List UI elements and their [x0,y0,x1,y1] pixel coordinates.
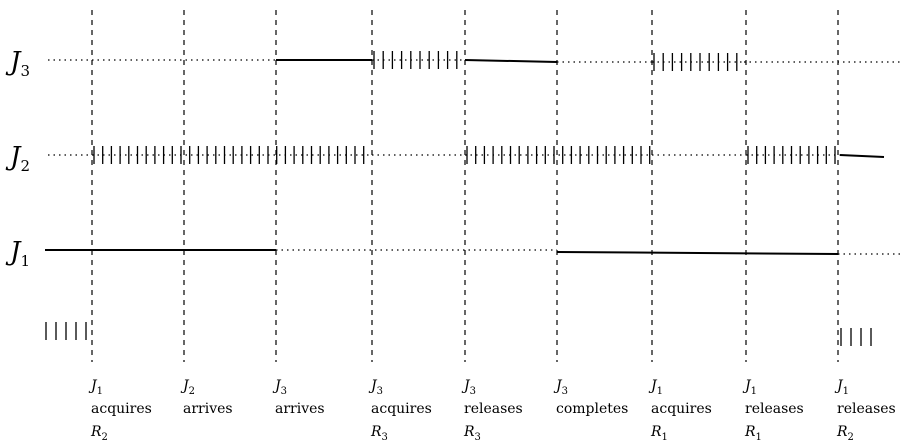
svg-text:J3: J3 [461,378,476,397]
svg-text:J1: J1 [834,378,849,397]
svg-text:R1: R1 [744,424,762,443]
svg-text:R3: R3 [370,424,388,443]
j2-executing-segment [839,154,885,158]
event-label-5: J3 releases R3 [461,378,523,443]
j2-blocked-segment [92,146,372,164]
svg-text:R1: R1 [650,424,668,443]
svg-text:R2: R2 [836,424,854,443]
job-label-1: J2 [5,142,30,175]
svg-text:arrives: arrives [275,401,325,417]
svg-text:releases: releases [837,401,896,417]
job-tracks [45,51,900,346]
svg-text:completes: completes [556,401,628,417]
svg-text:releases: releases [745,401,804,417]
j2-blocked-segment-2 [465,146,652,164]
event-time-markers [91,10,839,362]
j2-blocked-segment-3 [746,146,840,164]
svg-text:releases: releases [464,401,523,417]
event-label-7: J1 acquires R1 [648,378,712,443]
svg-text:J3: J3 [368,378,383,397]
event-label-4: J3 acquires R3 [368,378,432,443]
hatch-marks-right [840,328,872,346]
svg-text:acquires: acquires [371,401,432,417]
event-label-8: J1 releases R1 [742,378,804,443]
event-label-1: J1 acquires R2 [88,378,152,443]
event-label-2: J2 arrives [180,378,233,417]
svg-text:J3: J3 [272,378,287,397]
hatch-marks-left [45,322,87,340]
svg-text:J1: J1 [742,378,757,397]
job-label-2: J1 [5,237,30,270]
svg-text:J1: J1 [648,378,663,397]
event-label-3: J3 arrives [272,378,325,417]
event-label-9: J1 releases R2 [834,378,896,443]
j3-executing-segment-2 [464,59,558,63]
svg-text:R2: R2 [90,424,108,443]
svg-text:acquires: acquires [91,401,152,417]
j3-critical-section-r3 [372,51,465,69]
svg-text:J1: J1 [88,378,103,397]
j1-executing-segment-2 [556,251,839,255]
j3-blocked-segment [652,53,744,71]
svg-text:R3: R3 [463,424,481,443]
job-label-0: J3 [5,47,30,80]
svg-text:arrives: arrives [183,401,233,417]
svg-text:J3: J3 [553,378,568,397]
event-label-6: J3 completes [553,378,628,417]
event-labels: J1 acquires R2 J2 arrives J3 arrives J3 acquires… [88,378,896,443]
svg-text:acquires: acquires [651,401,712,417]
svg-text:J2: J2 [180,378,195,397]
job-labels: J3 J2 J1 [5,47,30,270]
